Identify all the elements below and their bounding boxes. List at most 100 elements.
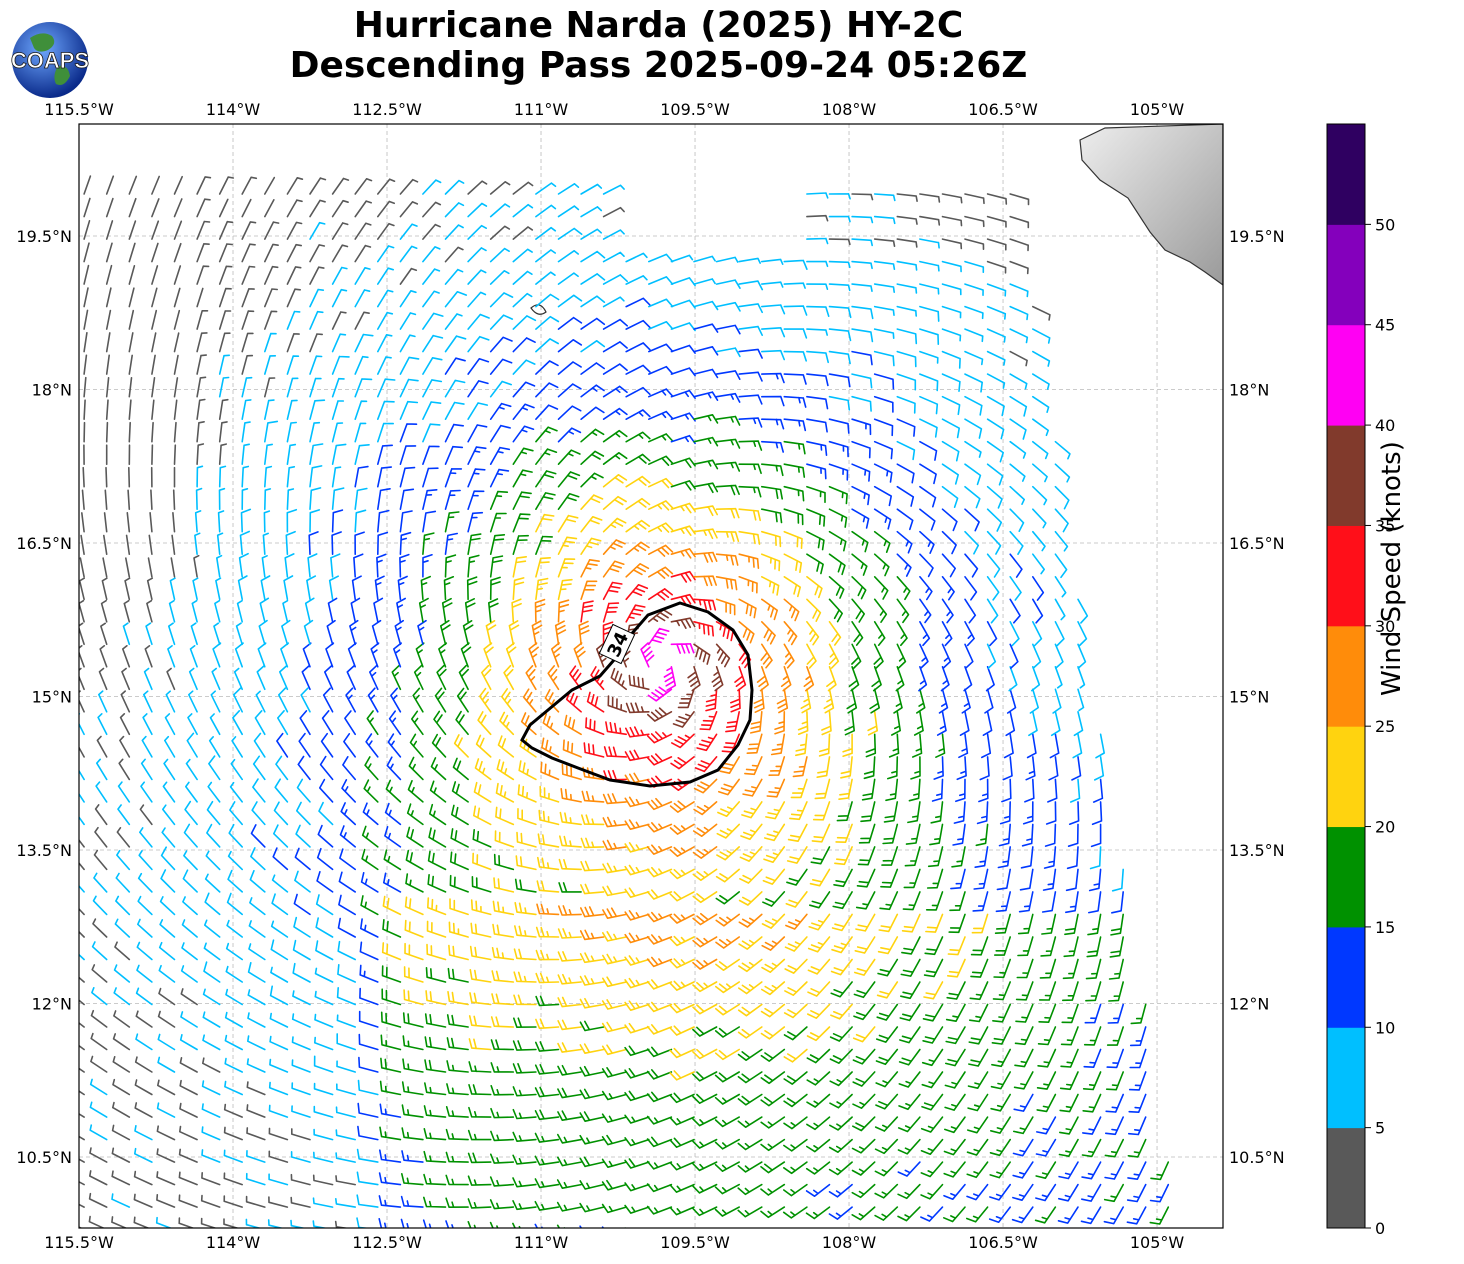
wind-barb-467 — [714, 1071, 740, 1083]
colorbar-segment-5 — [1327, 625, 1365, 727]
wind-barb-153 — [200, 1194, 221, 1208]
wind-barb-1466 — [261, 555, 268, 578]
wind-barb-189 — [1011, 1206, 1034, 1224]
wind-barb-843 — [624, 887, 650, 898]
wind-barb-1169 — [671, 733, 695, 749]
wind-barb-718 — [993, 958, 1011, 979]
colorbar-segment-1 — [1327, 1027, 1365, 1129]
wind-barb-409 — [490, 1085, 515, 1096]
wind-barb-245 — [79, 1158, 85, 1163]
wind-barb-1890 — [941, 373, 961, 392]
wind-barb-1025 — [539, 785, 560, 803]
wind-barb-1375 — [236, 599, 243, 623]
wind-barb-1504 — [125, 534, 131, 555]
wind-barb-995 — [905, 823, 921, 845]
wind-barb-1979 — [1009, 328, 1029, 344]
wind-barb-313 — [490, 1130, 515, 1142]
wind-barb-600 — [469, 992, 492, 1006]
wind-barb-423 — [806, 1093, 831, 1108]
wind-barb-1457 — [1077, 598, 1089, 624]
wind-barb-809 — [925, 913, 944, 933]
wind-barb-1182 — [981, 733, 992, 759]
wind-barb-1258 — [628, 674, 650, 691]
wind-barb-608 — [646, 1001, 673, 1013]
wind-barb-2117 — [286, 221, 303, 240]
wind-barb-930 — [472, 829, 492, 848]
wind-barb-1127 — [768, 756, 786, 776]
wind-barb-1259 — [647, 686, 673, 702]
wind-barb-1202 — [390, 687, 402, 713]
wind-barb-1562 — [444, 511, 460, 533]
wind-barb-2022 — [1009, 305, 1029, 321]
wind-barb-1131 — [863, 756, 876, 780]
wind-barb-422 — [783, 1093, 808, 1108]
wind-barb-1005 — [95, 781, 108, 803]
wind-barb-706 — [715, 958, 740, 971]
wind-barb-1313 — [871, 666, 882, 692]
wind-barb-1669 — [873, 485, 892, 507]
wind-barb-1415 — [124, 577, 131, 601]
colorbar-tick-label-6: 30 — [1375, 617, 1395, 636]
wind-barb-2056 — [806, 283, 829, 290]
wind-barb-294 — [79, 1135, 85, 1141]
wind-barb-1992 — [331, 288, 348, 308]
wind-barb-1254 — [547, 665, 560, 691]
wind-barb-1716 — [941, 463, 959, 485]
wind-barb-1346 — [602, 621, 614, 646]
wind-barb-1590 — [81, 489, 85, 510]
wind-barb-205 — [268, 1173, 289, 1186]
wind-barb-1894 — [1032, 373, 1050, 390]
wind-barb-1435 — [580, 580, 598, 601]
wind-barb-985 — [669, 823, 695, 835]
wind-barb-1385 — [464, 598, 476, 623]
wind-barb-1883 — [783, 373, 807, 385]
wind-barb-446 — [246, 1058, 266, 1073]
wind-barb-1494 — [896, 576, 911, 601]
wind-barb-2061 — [919, 283, 940, 295]
wind-barb-2071 — [196, 243, 210, 263]
wind-barb-1453 — [986, 598, 999, 624]
wind-barb-1804 — [941, 418, 960, 439]
wind-barb-848 — [738, 891, 763, 906]
wind-barb-1790 — [625, 409, 651, 420]
wind-barb-1888 — [896, 373, 917, 391]
wind-barb-990 — [787, 823, 808, 842]
wind-barb-2121 — [377, 222, 395, 240]
wind-barb-2146 — [173, 198, 183, 218]
wind-barb-320 — [646, 1136, 673, 1148]
wind-barb-358 — [423, 1105, 447, 1118]
wind-barb-1103 — [231, 736, 243, 758]
chart-title: Hurricane Narda (2025) HY-2C Descending … — [0, 6, 1317, 86]
wind-barb-1311 — [826, 666, 837, 692]
wind-barb-1266 — [823, 688, 835, 714]
wind-barb-2025 — [105, 264, 113, 285]
wind-barb-129 — [761, 1230, 784, 1240]
wind-barb-1212 — [607, 695, 627, 713]
wind-barb-184 — [897, 1206, 921, 1222]
colorbar-tick-label-7: 35 — [1375, 516, 1395, 535]
wind-barb-1227 — [959, 711, 970, 736]
wind-barb-959 — [94, 804, 108, 826]
wind-barb-1988 — [241, 288, 255, 308]
wind-barb-1768 — [128, 399, 132, 420]
lon-tick-top-6: 106.5°W — [968, 100, 1038, 119]
wind-barb-1772 — [218, 398, 229, 420]
wind-barb-370 — [692, 1116, 718, 1127]
wind-barb-1601 — [331, 487, 345, 510]
wind-barb-1825 — [444, 379, 466, 398]
wind-barb-186 — [943, 1206, 966, 1223]
colorbar-segment-4 — [1327, 726, 1365, 828]
wind-barb-260 — [401, 1150, 424, 1163]
wind-barb-1350 — [693, 643, 711, 665]
wind-barb-1756 — [851, 440, 871, 459]
colorbar-tick-label-1: 5 — [1375, 1119, 1385, 1138]
wind-barb-283 — [920, 1161, 944, 1178]
wind-barb-1052 — [118, 758, 131, 781]
wind-barb-1749 — [693, 436, 719, 447]
wind-barb-2202 — [851, 193, 874, 201]
wind-barb-100 — [111, 1216, 128, 1228]
wind-barb-433 — [1036, 1093, 1057, 1113]
wind-barb-625 — [1038, 1003, 1057, 1023]
wind-barb-1365 — [1032, 643, 1042, 669]
wind-barb-658 — [692, 981, 718, 993]
